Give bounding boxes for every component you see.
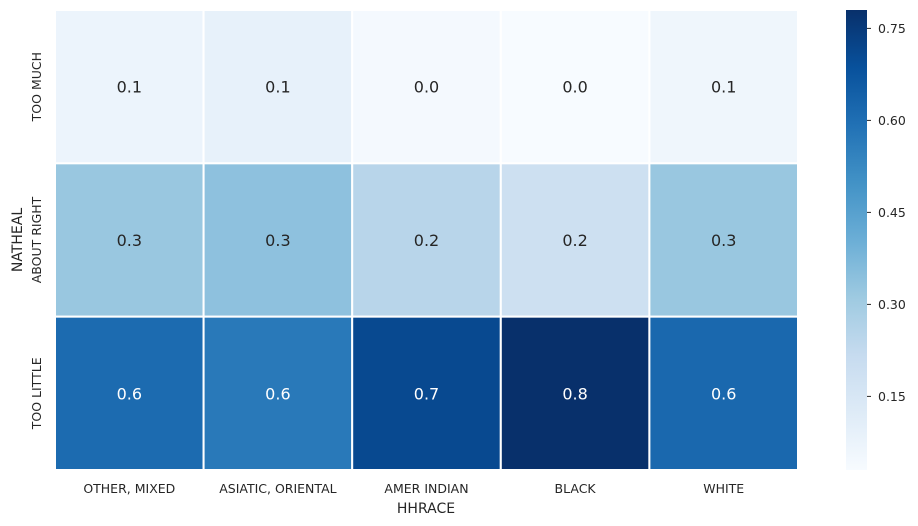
- cell-annotation: 0.6: [117, 384, 142, 403]
- cell-annotation: 0.3: [117, 231, 142, 250]
- colorbar-tick-label: 0.15: [878, 389, 906, 404]
- cell-annotation: 0.0: [562, 78, 587, 97]
- heatmap-cells: [54, 9, 800, 471]
- heatmap-cell: [54, 9, 205, 165]
- x-tick-label: OTHER, MIXED: [83, 481, 175, 496]
- x-tick-label: AMER INDIAN: [384, 481, 468, 496]
- colorbar-tick-label: 0.30: [878, 297, 906, 312]
- heatmap-cell: [202, 9, 354, 165]
- y-tick-label: TOO MUCH: [29, 52, 44, 122]
- heatmap-cell: [351, 162, 502, 318]
- cell-annotation: 0.2: [562, 231, 587, 250]
- heatmap-cell: [351, 9, 502, 165]
- heatmap-cell: [648, 162, 800, 318]
- y-axis-label: NATHEAL: [10, 208, 26, 272]
- colorbar: [846, 10, 867, 470]
- colorbar-gradient: [846, 10, 867, 470]
- cell-annotation: 0.6: [265, 384, 290, 403]
- x-axis-label: HHRACE: [397, 501, 455, 517]
- x-tick-label: BLACK: [555, 481, 597, 496]
- colorbar-tick-label: 0.45: [878, 205, 906, 220]
- cell-annotation: 0.3: [265, 231, 290, 250]
- cell-annotation: 0.1: [265, 78, 290, 97]
- heatmap-cell: [499, 315, 651, 471]
- x-tick-label: ASIATIC, ORIENTAL: [219, 481, 336, 496]
- y-tick-label: TOO LITTLE: [29, 357, 44, 430]
- cell-annotation: 0.1: [117, 78, 142, 97]
- x-tick-label: WHITE: [703, 481, 744, 496]
- y-tick-labels: TOO MUCH ABOUT RIGHT TOO LITTLE: [29, 52, 44, 430]
- heatmap-cell: [351, 315, 502, 471]
- x-tick-labels: OTHER, MIXED ASIATIC, ORIENTAL AMER INDIAN…: [83, 481, 744, 496]
- cell-annotation: 0.7: [414, 384, 439, 403]
- cell-annotation: 0.0: [414, 78, 439, 97]
- cell-annotation: 0.6: [711, 384, 736, 403]
- cell-annotation: 0.8: [562, 384, 587, 403]
- cell-annotation: 0.2: [414, 231, 439, 250]
- heatmap-cell: [54, 162, 205, 318]
- cell-annotations: 0.1 0.1 0.0 0.0 0.1 0.3 0.3 0.2 0.2 0.3 0.6 0.6 0.7 0…: [117, 78, 737, 404]
- heatmap-cell: [202, 315, 354, 471]
- y-tick-label: ABOUT RIGHT: [29, 196, 44, 283]
- heatmap-cell: [648, 315, 800, 471]
- colorbar-tick-label: 0.75: [878, 21, 906, 36]
- cell-annotation: 0.1: [711, 78, 736, 97]
- colorbar-ticks: 0.15 0.30 0.45 0.60 0.75: [867, 21, 906, 404]
- heatmap-cell: [648, 9, 800, 165]
- heatmap-cell: [499, 9, 651, 165]
- colorbar-tick-label: 0.60: [878, 113, 906, 128]
- cell-annotation: 0.3: [711, 231, 736, 250]
